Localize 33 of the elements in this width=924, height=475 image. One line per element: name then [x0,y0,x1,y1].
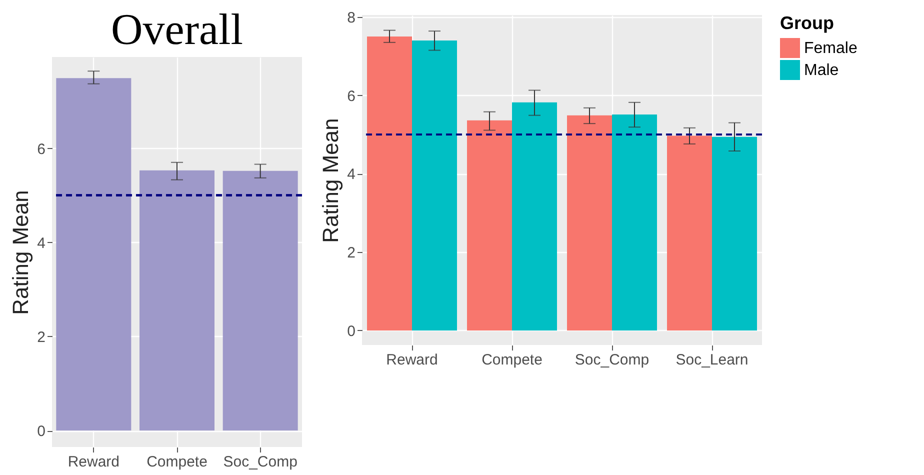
x-tick-label: Compete [482,352,542,368]
bar [712,136,757,330]
legend-label: Male [804,62,839,79]
chart-title: Overall [111,5,243,54]
x-tick-label: Reward [68,454,120,470]
y-tick-label: 0 [37,423,46,440]
bar [512,102,557,330]
bar [567,115,612,330]
bar [412,40,457,330]
bar [222,170,298,431]
y-tick-label: 6 [37,140,46,158]
y-tick-label: 4 [37,234,46,252]
bar [56,78,132,431]
y-axis-title: Rating Mean [318,118,344,243]
y-axis-title: Rating Mean [8,190,34,315]
bar [612,114,657,330]
y-tick-label: 2 [347,244,356,262]
bar [367,36,412,330]
x-tick-label: Compete [146,454,208,470]
legend-title: Group [780,13,834,33]
bar [667,136,712,330]
x-tick-label: Reward [386,352,438,368]
x-tick-label: Soc_Comp [574,352,650,368]
legend-label: Female [804,40,858,57]
y-tick-label: 0 [347,323,356,340]
x-tick-label: Soc_Learn [676,352,748,368]
bar [467,120,512,330]
y-tick-label: 2 [37,328,46,346]
y-tick-label: 4 [347,166,356,184]
y-tick-label: 6 [347,88,356,105]
x-tick-label: Soc_Comp [223,454,298,470]
y-tick-label: 8 [347,9,356,26]
bar [140,170,214,431]
